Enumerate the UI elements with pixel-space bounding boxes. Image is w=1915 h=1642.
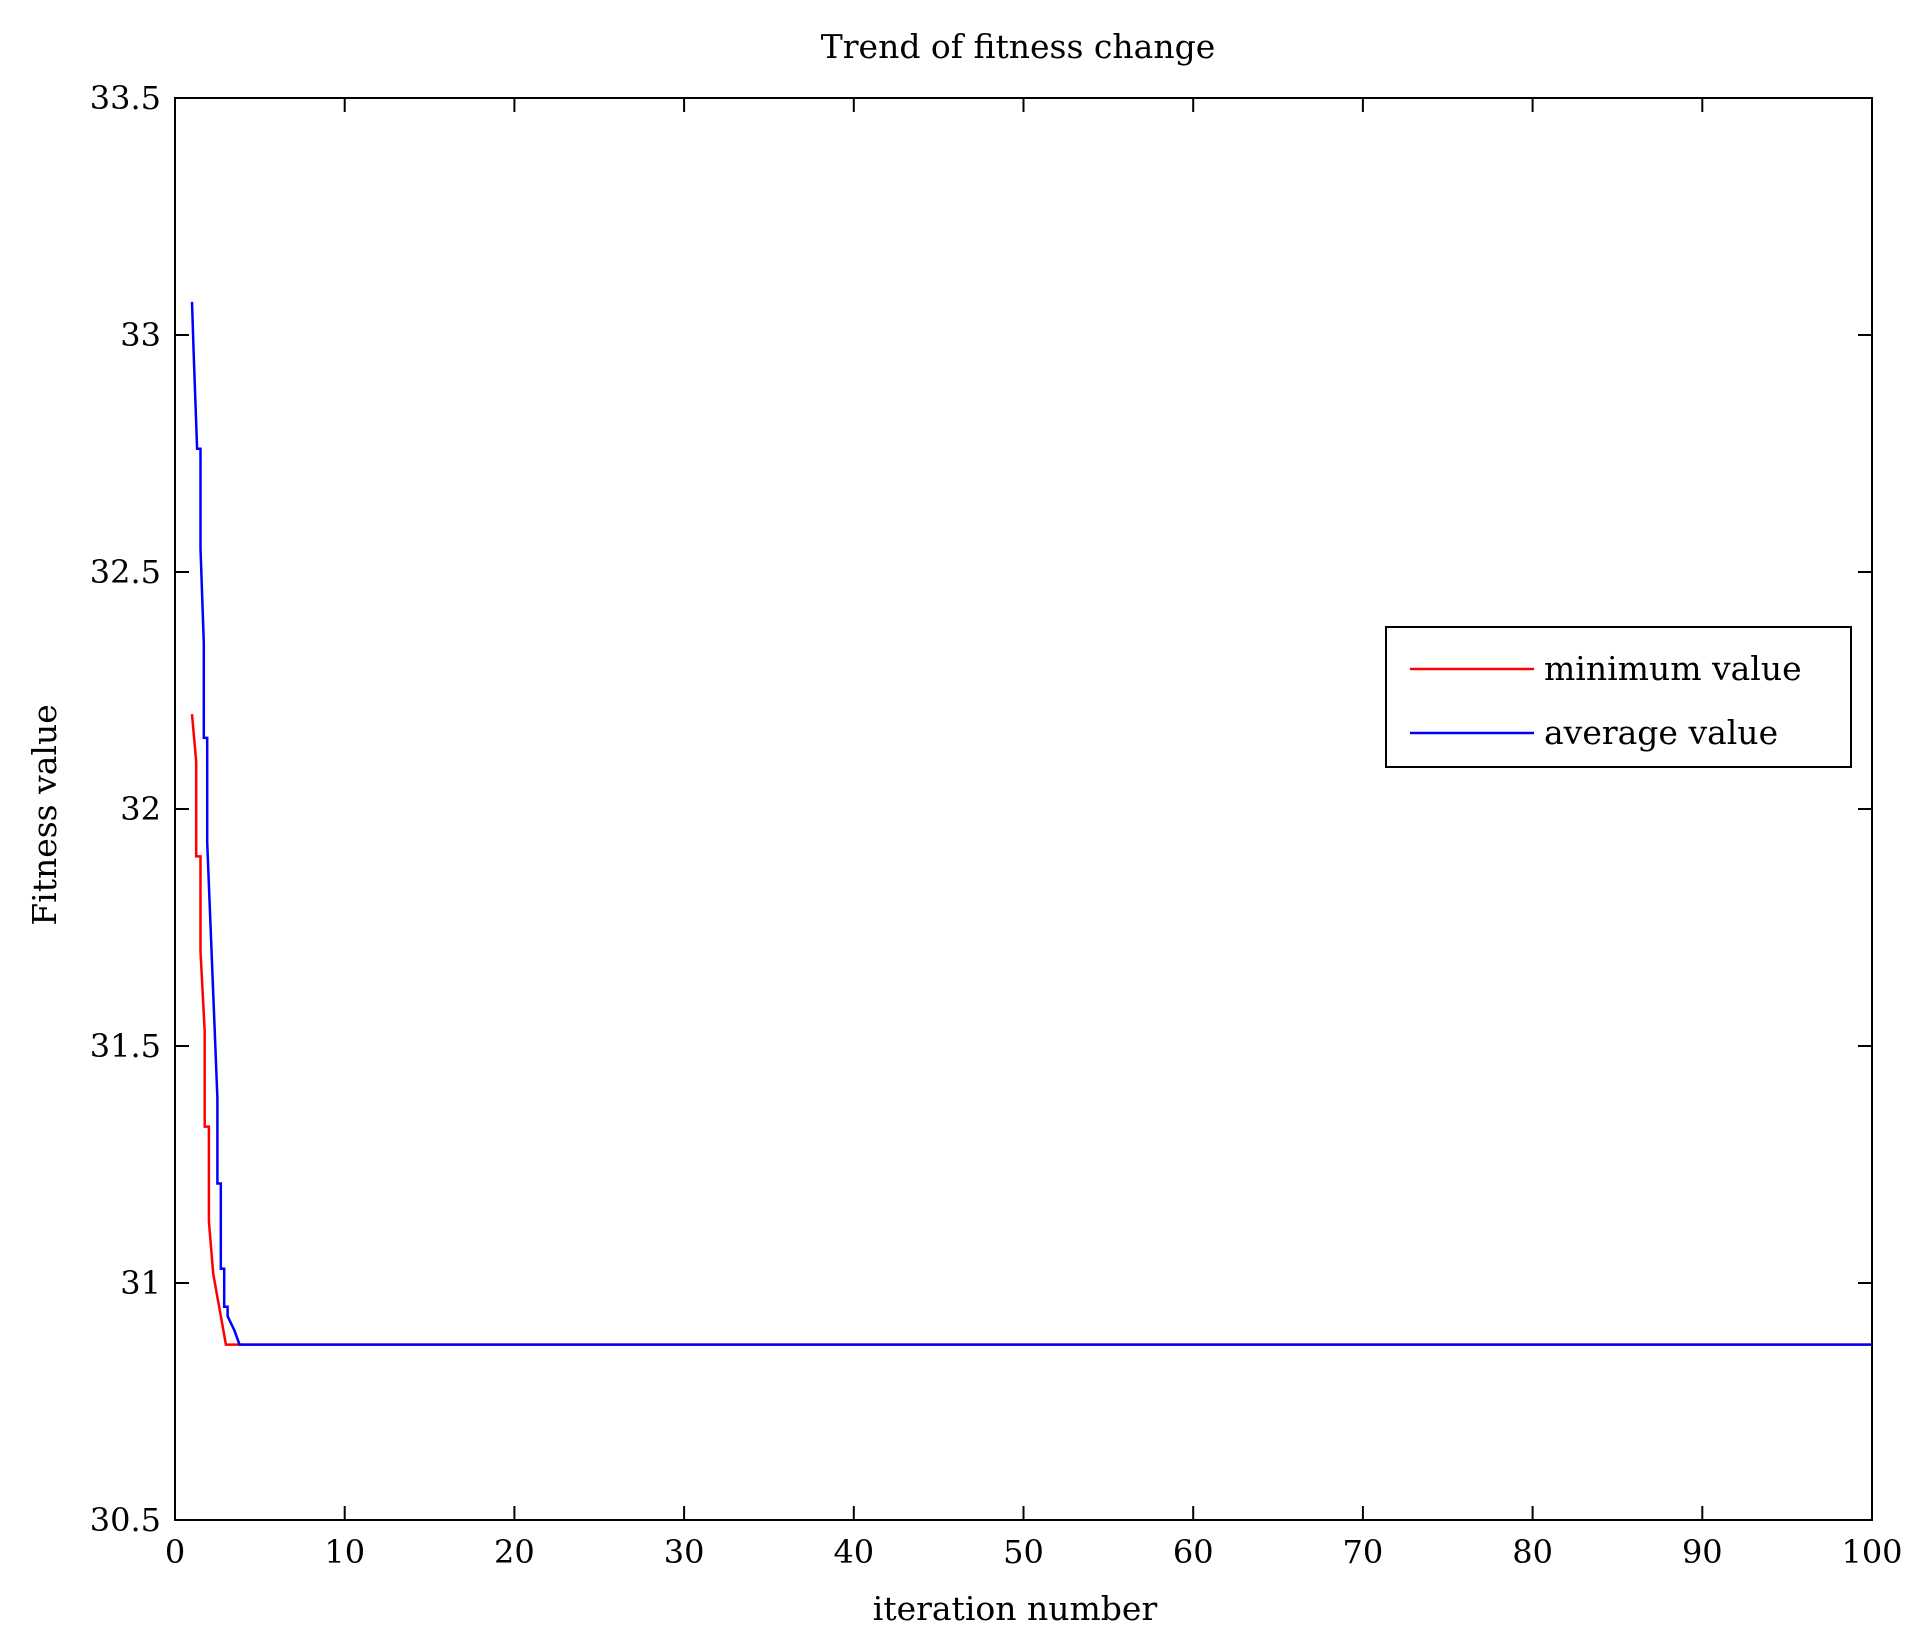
y-tick-label: 31	[120, 1264, 161, 1302]
x-tick-label: 100	[1841, 1533, 1902, 1571]
x-tick-label: 20	[494, 1533, 535, 1571]
legend-label-average-value: average value	[1544, 713, 1778, 752]
y-tick-label: 30.5	[90, 1501, 161, 1539]
y-tick-label: 33.5	[90, 79, 161, 117]
plot-area: 0 10 20 30 40 50 60 70 80 90 100 30.5 31 31.5 32 32.5 33…	[90, 79, 1903, 1571]
x-tick-label: 0	[165, 1533, 185, 1571]
series-line-average-value	[190, 301, 1872, 1346]
y-axis-label: Fitness value	[25, 704, 64, 926]
x-axis-label: iteration number	[873, 1589, 1158, 1628]
legend-label-minimum-value: minimum value	[1544, 649, 1802, 688]
x-tick-label: 10	[324, 1533, 365, 1571]
legend-box	[1385, 626, 1852, 768]
series-line-minimum-value	[190, 714, 1872, 1346]
y-tick-label: 31.5	[90, 1027, 161, 1065]
plot-frame	[174, 97, 1873, 1521]
chart-title: Trend of fitness change	[821, 27, 1216, 66]
x-tick-label: 80	[1512, 1533, 1553, 1571]
x-tick-label: 30	[664, 1533, 705, 1571]
legend: minimum value average value	[1385, 626, 1852, 768]
x-tick-label: 40	[833, 1533, 874, 1571]
y-tick-label: 33	[120, 316, 161, 354]
y-tick-label: 32.5	[90, 553, 161, 591]
x-tick-label: 90	[1682, 1533, 1723, 1571]
x-tick-label: 50	[1003, 1533, 1044, 1571]
x-tick-label: 70	[1343, 1533, 1384, 1571]
y-tick-label: 32	[120, 790, 161, 828]
x-tick-label: 60	[1173, 1533, 1214, 1571]
